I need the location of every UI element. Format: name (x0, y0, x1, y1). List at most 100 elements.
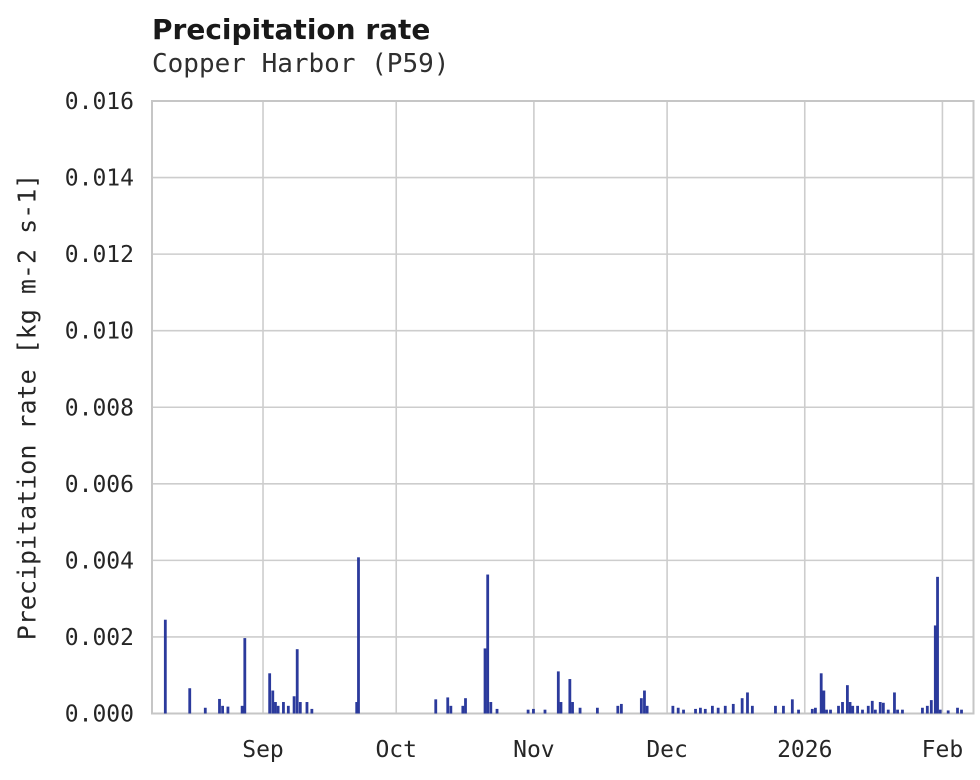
bar (699, 707, 702, 714)
bar (936, 576, 939, 714)
bar (286, 705, 290, 714)
y-tick-label: 0.006 (65, 472, 134, 498)
x-tick-label: Dec (646, 737, 688, 763)
bar (873, 709, 877, 714)
bar (829, 709, 832, 714)
y-tick-label: 0.012 (65, 242, 134, 268)
bar (616, 705, 620, 714)
bar (357, 557, 360, 714)
bar (845, 685, 849, 714)
bar (703, 708, 707, 714)
bar (848, 702, 852, 714)
bar (568, 679, 572, 714)
bar (810, 708, 814, 714)
bar (933, 625, 937, 714)
bar (556, 671, 560, 714)
bar (218, 698, 221, 714)
bar (671, 705, 675, 714)
bar (878, 702, 882, 714)
bar (740, 698, 744, 714)
bar (866, 705, 870, 714)
bar (643, 690, 646, 714)
bar (711, 705, 714, 714)
bar (676, 707, 680, 714)
y-tick-label: 0.008 (65, 395, 134, 421)
bar (946, 710, 950, 714)
bar (240, 705, 244, 714)
x-tick-label: Sep (242, 737, 284, 763)
chart-title: Precipitation rate (152, 13, 431, 46)
bar (483, 648, 487, 714)
bar (901, 709, 904, 714)
chart-subtitle: Copper Harbor (P59) (152, 49, 450, 79)
bar (921, 707, 924, 714)
plot-frame (151, 100, 975, 715)
bar (578, 707, 582, 714)
bar (819, 673, 823, 714)
bar (355, 702, 359, 714)
bar (559, 702, 563, 714)
bar (825, 709, 828, 714)
bar (723, 705, 727, 714)
bar (682, 709, 685, 714)
bar (851, 705, 855, 714)
bar (449, 705, 453, 714)
bar (188, 688, 192, 714)
bar (619, 703, 623, 714)
bar (532, 708, 535, 714)
bar (716, 707, 720, 714)
bar (298, 702, 302, 714)
bar (782, 705, 785, 714)
bar (543, 709, 547, 714)
y-tick-label: 0.016 (65, 89, 134, 115)
y-tick-label: 0.000 (65, 702, 134, 728)
bar (495, 708, 499, 714)
bar (896, 709, 899, 714)
x-tick-label: Oct (375, 737, 417, 763)
bar (750, 705, 754, 714)
bar (434, 699, 438, 714)
bar (856, 705, 859, 714)
bar (929, 700, 933, 714)
bar (221, 705, 224, 714)
bar (464, 698, 467, 714)
bar (746, 692, 749, 714)
bar (292, 696, 296, 714)
bar (870, 700, 874, 714)
y-tick-label: 0.002 (65, 625, 134, 651)
bar (645, 705, 649, 714)
bar (282, 702, 285, 714)
bar (226, 706, 230, 714)
bar (639, 698, 643, 714)
bar (274, 702, 277, 714)
bar (694, 708, 697, 714)
bar (276, 705, 280, 714)
bar (271, 690, 275, 714)
bar (938, 709, 942, 714)
bar (822, 690, 826, 714)
bar (489, 702, 493, 714)
bar (305, 702, 309, 714)
x-tick-label: Feb (922, 737, 964, 763)
bar (841, 702, 844, 714)
bar (956, 707, 959, 714)
bar (595, 707, 599, 714)
bar (731, 703, 735, 714)
y-tick-label: 0.010 (65, 319, 134, 345)
bar (461, 705, 465, 714)
y-tick-label: 0.014 (65, 166, 134, 192)
bar (960, 709, 963, 714)
bar (837, 705, 840, 714)
bar (814, 707, 817, 714)
bar (295, 649, 299, 714)
precipitation-bars (163, 557, 963, 714)
bar (774, 705, 777, 714)
bar (243, 638, 247, 714)
bar (310, 708, 314, 714)
bar (797, 709, 800, 714)
bar (925, 705, 929, 714)
bar (571, 702, 574, 714)
x-tick-label: Nov (513, 737, 555, 763)
